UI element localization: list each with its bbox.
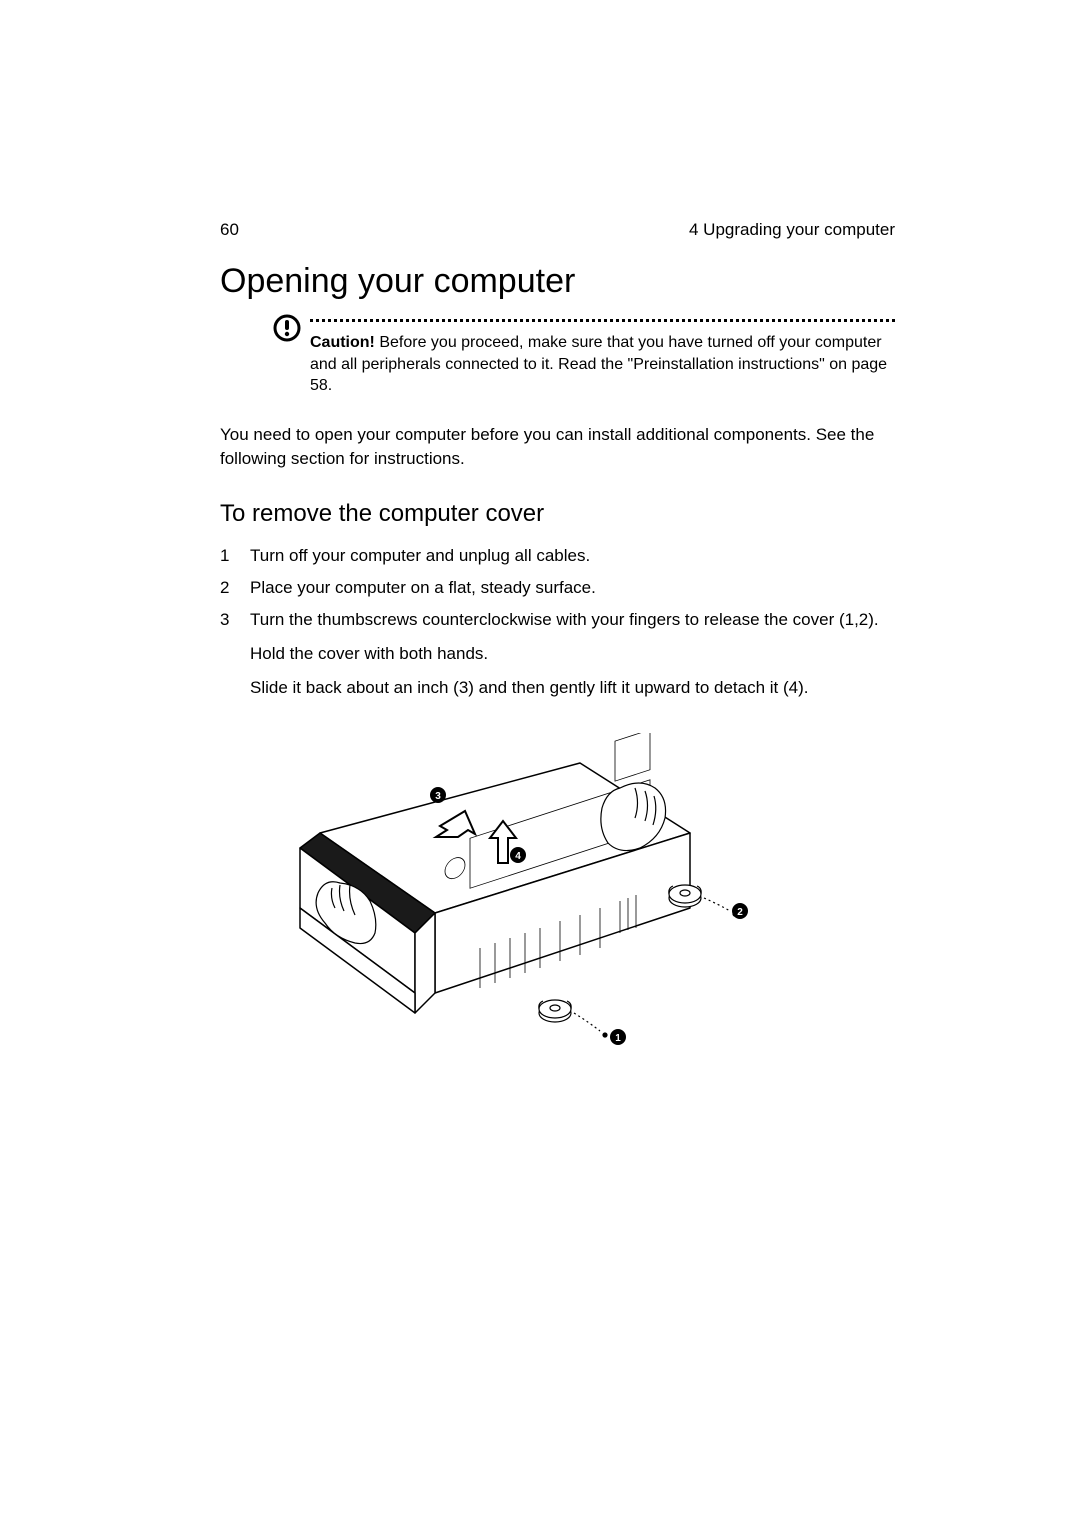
diagram: 1 2 3 4 [240, 733, 760, 1063]
caution-block: Caution! Before you proceed, make sure t… [276, 319, 895, 397]
callout-1: 1 [615, 1033, 621, 1044]
caution-icon [272, 313, 302, 343]
header-text: 4 Upgrading your computer [689, 220, 895, 240]
subtitle: To remove the computer cover [220, 500, 895, 528]
step-number: 2 [220, 576, 250, 600]
step-item: 3 Turn the thumbscrews counterclockwise … [220, 608, 895, 632]
step-continuation: Slide it back about an inch (3) and then… [250, 676, 895, 700]
page-content: 60 4 Upgrading your computer Opening you… [0, 0, 1080, 1063]
callout-2: 2 [737, 907, 743, 918]
caution-body: Before you proceed, make sure that you h… [310, 334, 887, 394]
step-text: Turn off your computer and unplug all ca… [250, 544, 895, 568]
callout-3: 3 [435, 791, 441, 802]
caution-label: Caution! [310, 334, 375, 351]
page-number: 60 [220, 220, 239, 240]
header-row: 60 4 Upgrading your computer [220, 220, 895, 240]
step-item: 2 Place your computer on a flat, steady … [220, 576, 895, 600]
intro-text: You need to open your computer before yo… [220, 423, 895, 471]
step-number: 1 [220, 544, 250, 568]
step-number: 3 [220, 608, 250, 632]
step-text: Place your computer on a flat, steady su… [250, 576, 895, 600]
callout-4: 4 [515, 851, 521, 862]
step-continuation: Hold the cover with both hands. [250, 642, 895, 666]
caution-text: Caution! Before you proceed, make sure t… [310, 332, 895, 397]
computer-cover-illustration: 1 2 3 4 [240, 733, 760, 1063]
dotted-divider [310, 319, 895, 322]
main-title: Opening your computer [220, 262, 895, 301]
steps-list: 1 Turn off your computer and unplug all … [220, 544, 895, 631]
step-item: 1 Turn off your computer and unplug all … [220, 544, 895, 568]
step-text: Turn the thumbscrews counterclockwise wi… [250, 608, 895, 632]
